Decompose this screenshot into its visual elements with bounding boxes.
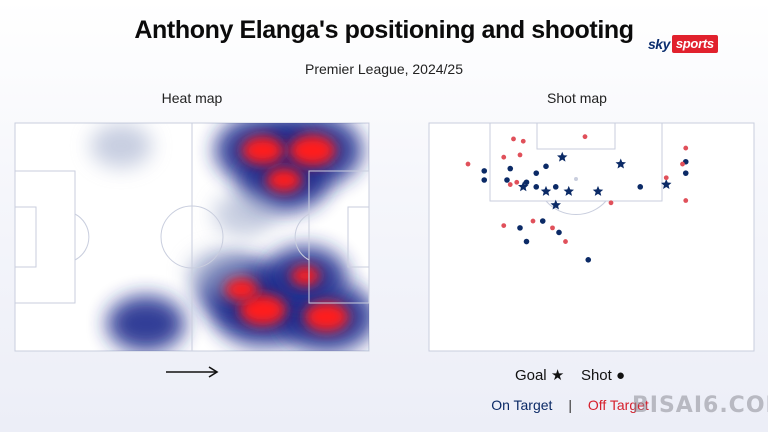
shot-on-target-marker [543, 163, 549, 170]
heat-map-density [90, 123, 369, 351]
heat-spot-outer [106, 295, 185, 351]
dot-icon: ● [615, 367, 626, 384]
star-icon: ★ [550, 367, 565, 384]
shot-off-target-marker [550, 225, 555, 231]
shot-map-pitch [428, 122, 755, 352]
shot-off-target-marker [683, 145, 689, 151]
heat-spot-outer [90, 123, 152, 168]
heat-spot-core [224, 278, 259, 301]
heat-map-label: Heat map [161, 90, 223, 106]
shot-off-target-marker [582, 134, 588, 140]
shot-off-target-marker [501, 223, 507, 229]
shot-off-target-marker [683, 198, 689, 203]
legend-shape: Goal ★ Shot ● [470, 366, 670, 384]
heat-spot-core [289, 134, 336, 166]
shot-off-target-marker [517, 152, 523, 158]
goal-star-marker [661, 179, 672, 190]
shot-on-target-marker [481, 168, 488, 174]
legend-off-target: Off Target [587, 397, 649, 413]
legend-target: On Target | Off Target [460, 397, 680, 413]
shot-off-target-marker [511, 136, 516, 142]
shot-off-target-marker [514, 179, 520, 185]
chart-subtitle: Premier League, 2024/25 [305, 61, 463, 77]
shot-off-target-marker [465, 161, 471, 167]
shot-off-target-marker [680, 161, 685, 167]
heat-spot-core [290, 265, 320, 286]
heat-spot-core [304, 302, 349, 332]
goal-star-marker [540, 185, 552, 196]
goal-star-marker [518, 181, 529, 192]
shot-off-target-marker [520, 138, 526, 144]
direction-arrow-icon [166, 366, 219, 378]
logo-sky-text: sky [648, 36, 670, 52]
chart-title: Anthony Elanga's positioning and shootin… [134, 16, 634, 44]
goal-star-marker [592, 185, 604, 196]
legend-goal-label: Goal [514, 367, 547, 384]
shot-map-label: Shot map [547, 90, 607, 106]
shot-on-target-marker [539, 218, 546, 224]
shot-off-target-marker [507, 182, 513, 187]
shot-on-target-marker [585, 257, 592, 263]
shot-on-target-marker [481, 177, 488, 183]
legend-shot-label: Shot [580, 367, 612, 384]
goal-star-marker [615, 158, 626, 169]
goal-star-marker [557, 151, 568, 162]
sky-sports-logo: sky sports [648, 35, 718, 53]
goal-star-marker [550, 199, 561, 210]
shot-on-target-marker [533, 170, 540, 176]
heat-spot-core [266, 168, 302, 192]
shot-off-target-marker [530, 218, 536, 224]
shot-on-target-marker [523, 179, 530, 186]
goal-star-marker [563, 185, 574, 196]
shot-off-target-marker [501, 154, 507, 160]
heat-spot-core [241, 136, 284, 165]
shot-on-target-marker [552, 184, 559, 190]
shot-off-target-marker [663, 175, 669, 181]
shot-off-target-marker [608, 200, 614, 206]
heat-spot-core [239, 294, 286, 326]
legend-on-target: On Target [491, 397, 553, 413]
shot-on-target-marker [523, 238, 530, 245]
shot-on-target-marker [517, 225, 523, 231]
shot-on-target-marker [682, 170, 689, 176]
heat-map-pitch [14, 122, 370, 352]
shot-on-target-marker [504, 177, 510, 183]
legend-separator: | [568, 397, 572, 413]
shot-on-target-marker [556, 229, 562, 236]
logo-sports-text: sports [671, 35, 718, 53]
shot-on-target-marker [637, 184, 644, 190]
shot-on-target-marker [507, 165, 514, 172]
heat-spot-outer [213, 191, 277, 237]
shot-off-target-marker [563, 239, 568, 244]
shot-on-target-marker [533, 184, 540, 190]
shot-markers [465, 134, 689, 263]
watermark: BISAI6.COM [632, 393, 768, 418]
